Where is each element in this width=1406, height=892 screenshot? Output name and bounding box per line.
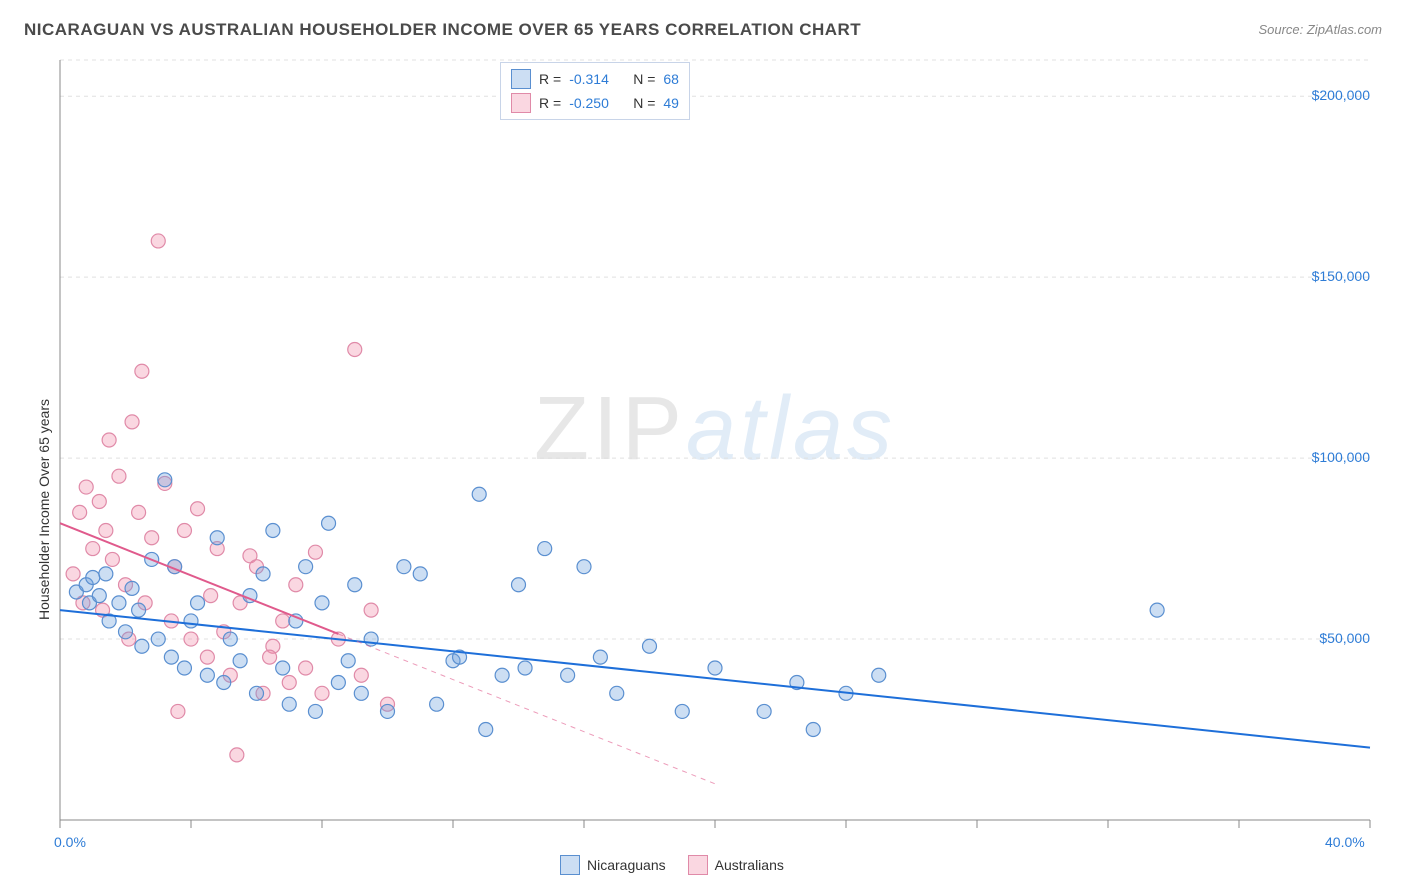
legend-label-1: Nicaraguans <box>587 857 666 873</box>
y-axis-label: Householder Income Over 65 years <box>36 399 52 620</box>
n-value-2: 49 <box>663 95 679 111</box>
n-value-1: 68 <box>663 71 679 87</box>
legend-series: Nicaraguans Australians <box>560 855 784 875</box>
chart-area: ZIPatlas R = -0.314 N = 68 R = -0.250 N … <box>60 60 1370 820</box>
legend-row-2: R = -0.250 N = 49 <box>511 91 679 115</box>
scatter-chart <box>60 60 1370 840</box>
r-value-2: -0.250 <box>569 95 619 111</box>
n-label: N = <box>633 95 655 111</box>
y-tick-label: $100,000 <box>1290 449 1370 465</box>
swatch-nicaraguans <box>560 855 580 875</box>
source-credit: Source: ZipAtlas.com <box>1258 22 1382 37</box>
chart-title: NICARAGUAN VS AUSTRALIAN HOUSEHOLDER INC… <box>24 20 861 40</box>
legend-correlation: R = -0.314 N = 68 R = -0.250 N = 49 <box>500 62 690 120</box>
swatch-australians <box>688 855 708 875</box>
legend-label-2: Australians <box>715 857 784 873</box>
x-tick-label: 40.0% <box>1325 834 1365 850</box>
y-tick-label: $50,000 <box>1290 630 1370 646</box>
y-tick-label: $150,000 <box>1290 268 1370 284</box>
r-value-1: -0.314 <box>569 71 619 87</box>
n-label: N = <box>633 71 655 87</box>
r-label: R = <box>539 71 561 87</box>
swatch-series-2 <box>511 93 531 113</box>
legend-item-1: Nicaraguans <box>560 855 666 875</box>
legend-row-1: R = -0.314 N = 68 <box>511 67 679 91</box>
y-tick-label: $200,000 <box>1290 87 1370 103</box>
legend-item-2: Australians <box>688 855 784 875</box>
r-label: R = <box>539 95 561 111</box>
x-tick-label: 0.0% <box>54 834 86 850</box>
swatch-series-1 <box>511 69 531 89</box>
